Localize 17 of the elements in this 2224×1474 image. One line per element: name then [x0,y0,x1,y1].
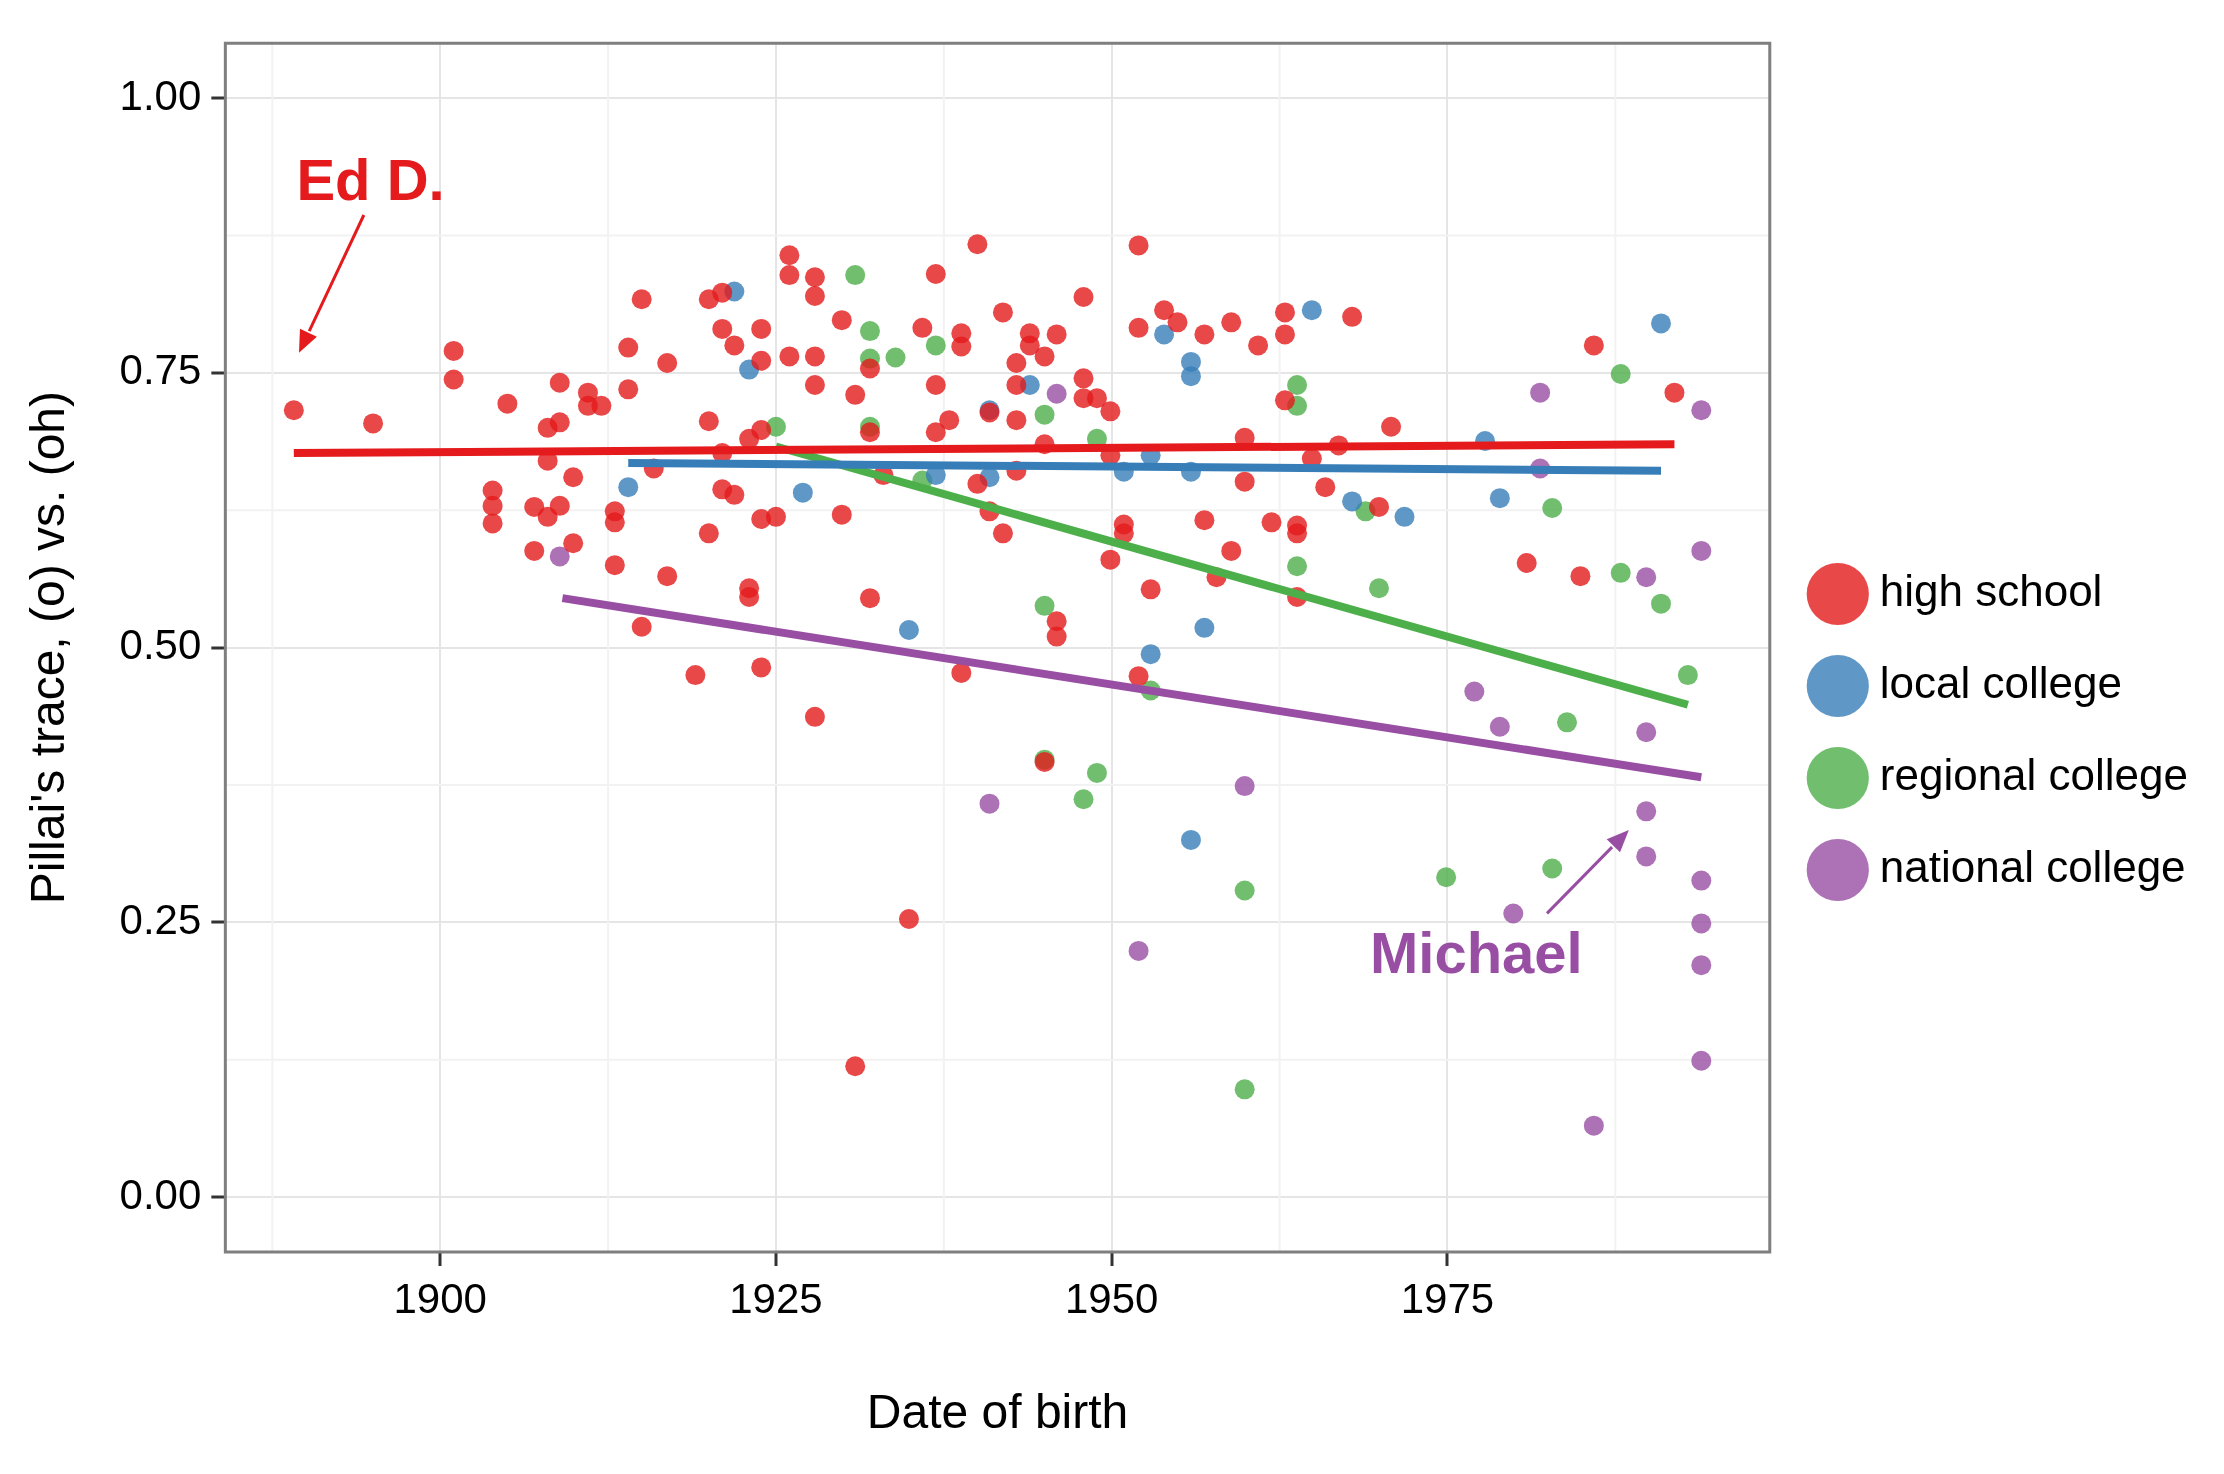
x-axis-title: Date of birth [866,1385,1129,1439]
x-tick-label: 1975 [1400,1274,1495,1322]
y-tick-label: 0.50 [119,621,202,669]
y-axis-title: Pillai's trace, (o) vs. (oh) [21,390,75,905]
x-tick-label: 1900 [393,1274,487,1322]
x-tick-label: 1925 [729,1274,823,1322]
legend-label: national college [1879,842,2186,892]
legend-label: regional college [1879,750,2188,800]
legend-label: high school [1879,566,2103,616]
annotation: Ed D. [296,145,445,213]
annotation: Michael [1369,918,1583,986]
legend-label: local college [1879,658,2122,708]
y-tick-label: 0.25 [119,895,202,943]
x-tick-label: 1950 [1065,1274,1159,1322]
y-tick-label: 1.00 [119,71,202,119]
y-tick-label: 0.00 [119,1170,202,1218]
y-tick-label: 0.75 [119,346,202,394]
